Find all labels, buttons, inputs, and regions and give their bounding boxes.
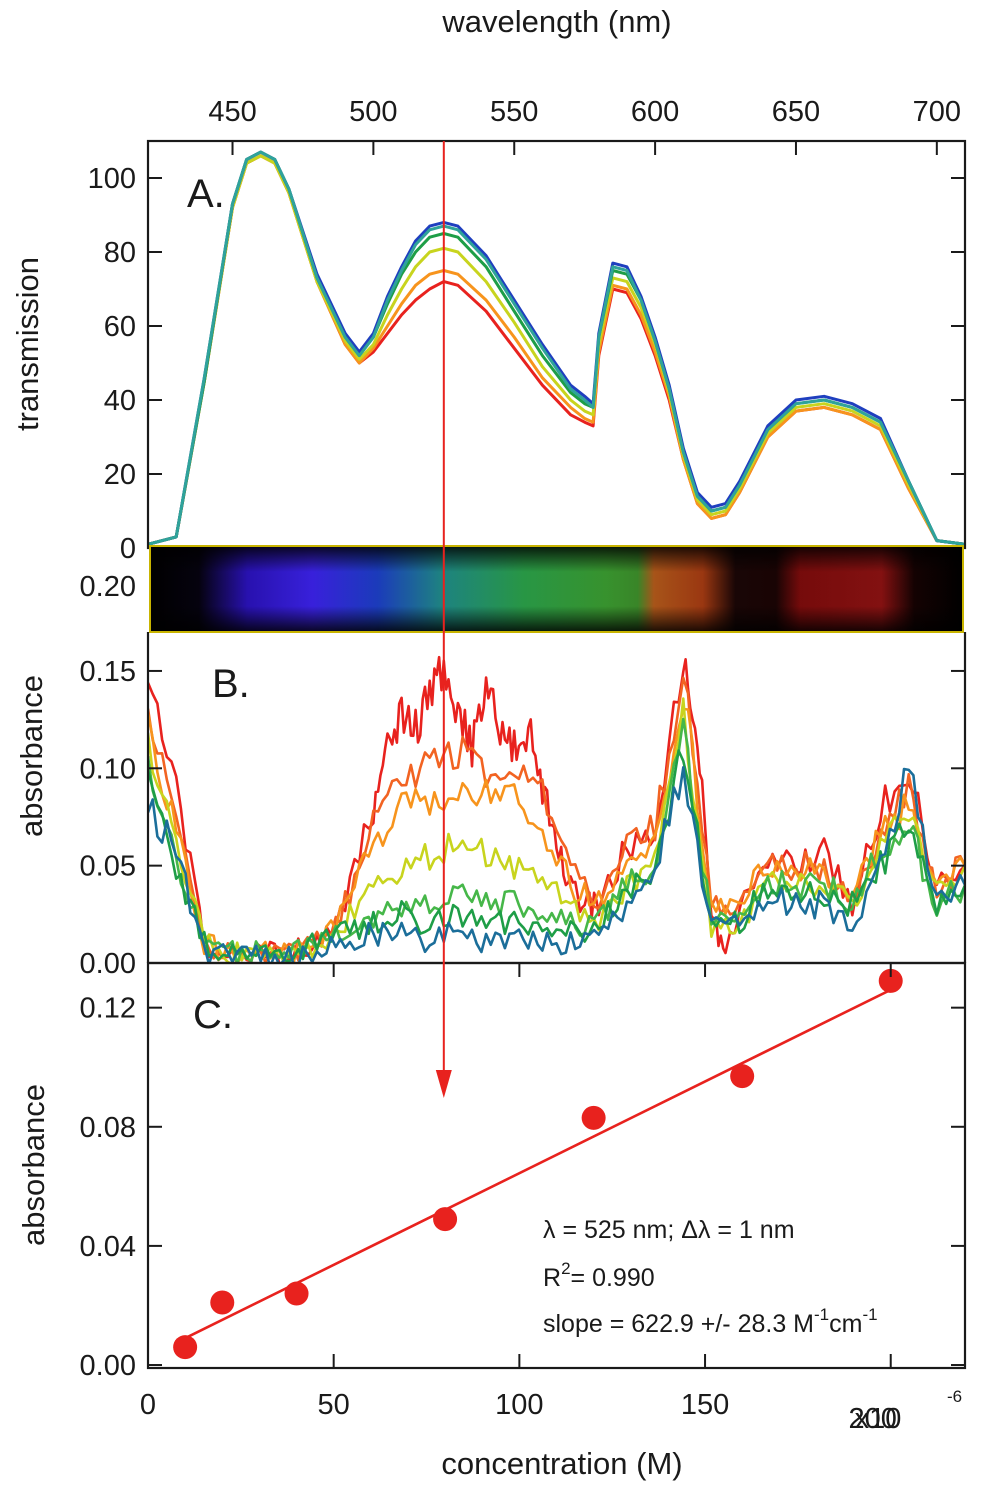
panel-a-x-tick-label: 500 <box>349 96 397 128</box>
annotation-slope-sup2: -1 <box>862 1305 877 1324</box>
marker-arrowhead <box>435 1070 452 1098</box>
panel-a-series-line-3 <box>148 150 965 546</box>
wavelength-marker-arrow <box>435 141 452 1098</box>
panel-c-fit-line <box>184 988 892 1340</box>
annotation-slope-mid: cm <box>829 1310 862 1338</box>
spectrum-image-fade <box>150 546 963 632</box>
panel-b-series-line-4 <box>148 717 965 963</box>
panel-c-data-point <box>173 1335 198 1360</box>
panel-b-letter: B. <box>212 662 250 706</box>
panel-a-x-tick-label: 450 <box>208 96 256 128</box>
panel-b-y-axis-title: absorbance <box>14 675 49 837</box>
panel-c-y-tick-label: 0.12 <box>80 993 136 1025</box>
annotation-r2-sup: 2 <box>561 1259 570 1278</box>
panel-a: 0 20 40 60 80 100 450 500 550 600 650 700 A. trans… <box>10 96 967 565</box>
panel-c-x-multiplier-exponent: -6 <box>947 1387 962 1406</box>
annotation-r2-prefix: R <box>543 1264 561 1292</box>
panel-c-data-point <box>730 1064 755 1089</box>
panel-c-x-tick-label: 50 <box>318 1389 350 1421</box>
panel-c-y-ticks: 0.00 0.04 0.08 0.12 <box>80 993 965 1382</box>
top-axis-title: wavelength (nm) <box>441 4 671 39</box>
panel-a-x-tick-label: 700 <box>913 96 961 128</box>
panel-a-y-tick-label: 60 <box>104 311 136 343</box>
annotation-slope-sup1: -1 <box>814 1305 829 1324</box>
panel-c-frame <box>146 961 967 1370</box>
panel-b-y-tick-label: 0.15 <box>80 656 136 688</box>
panel-c-x-tick-label: 0 <box>140 1389 156 1421</box>
panel-c-y-tick-label: 0.08 <box>80 1112 136 1144</box>
panel-a-y-ticks: 0 20 40 60 80 100 <box>88 163 965 565</box>
x-multiplier-base: x10 <box>855 1403 902 1435</box>
panel-a-x-tick-label: 550 <box>490 96 538 128</box>
panel-c-x-axis-title: concentration (M) <box>441 1446 682 1481</box>
panel-a-series-line-0 <box>148 154 965 546</box>
panel-a-y-tick-label: 20 <box>104 459 136 491</box>
panel-b-y-tick-label: 0.10 <box>80 753 136 785</box>
panel-a-series-line-5 <box>148 150 965 546</box>
panel-a-y-axis-title: transmission <box>10 257 45 431</box>
panel-c-letter: C. <box>193 993 233 1037</box>
panel-c-y-tick-label: 0.00 <box>80 1350 136 1382</box>
panel-c-y-axis-title: absorbance <box>16 1084 51 1246</box>
panel-a-series-line-4 <box>148 150 965 546</box>
panel-c-data-point <box>433 1207 458 1232</box>
panel-a-series-line-1 <box>148 154 965 546</box>
panel-b-series-line-6 <box>148 765 965 963</box>
panel-c-data-point <box>210 1290 235 1315</box>
panel-b-y-tick-label: 0.20 <box>80 571 136 603</box>
panel-a-letter: A. <box>187 172 225 216</box>
panel-a-frame <box>146 139 967 550</box>
panel-a-x-tick-label: 650 <box>772 96 820 128</box>
panel-c-y-tick-label: 0.04 <box>80 1231 136 1263</box>
annotation-slope: slope = 622.9 +/- 28.3 M-1cm-1 <box>543 1305 878 1338</box>
panel-c-x-tick-label: 100 <box>495 1389 543 1421</box>
annotation-r2: R2= 0.990 <box>543 1259 655 1292</box>
panel-b-series-line-5 <box>148 749 965 963</box>
panel-c-data-point <box>878 968 903 993</box>
panel-b-series-line-2 <box>148 707 965 963</box>
spectrum-image-border <box>149 545 964 633</box>
panel-c: 0.00 0.04 0.08 0.12 0 50 100 150 200 C. absorba… <box>16 961 967 1481</box>
panel-a-x-tick-label: 600 <box>631 96 679 128</box>
panel-c-data-point <box>581 1105 606 1130</box>
panel-b: 0.00 0.05 0.10 0.15 0.20 B. absorbance <box>14 571 967 980</box>
panel-c-x-tick-label: 150 <box>681 1389 729 1421</box>
panel-b-series-group <box>148 655 965 963</box>
panel-a-y-tick-label: 0 <box>120 533 136 565</box>
panel-c-plot-group <box>173 968 903 1360</box>
panel-a-top-x-ticks: 450 500 550 600 650 700 <box>208 96 961 155</box>
panel-c-x-tick-label: 200 <box>849 1403 897 1435</box>
panel-b-y-tick-label: 0.00 <box>80 948 136 980</box>
panel-a-series-line-2 <box>148 154 965 546</box>
panel-b-y-tick-label: 0.05 <box>80 851 136 883</box>
panel-c-x-multiplier: x10 <box>855 1403 902 1435</box>
panel-a-series-group <box>148 150 965 546</box>
panel-c-x-ticks: 0 50 100 150 200 <box>140 963 897 1435</box>
panel-b-y-ticks: 0.00 0.05 0.10 0.15 0.20 <box>80 571 965 980</box>
panel-a-y-tick-label: 100 <box>88 163 136 195</box>
annotation-slope-text: slope = 622.9 +/- 28.3 M <box>543 1310 814 1338</box>
annotation-r2-value: = 0.990 <box>571 1264 655 1292</box>
annotation-wavelength: λ = 525 nm; Δλ = 1 nm <box>543 1216 795 1244</box>
panel-a-y-tick-label: 40 <box>104 385 136 417</box>
panel-c-data-point <box>284 1281 309 1306</box>
panel-a-y-tick-label: 80 <box>104 237 136 269</box>
panel-b-series-line-0 <box>148 655 965 963</box>
spectrum-strip <box>149 545 964 633</box>
